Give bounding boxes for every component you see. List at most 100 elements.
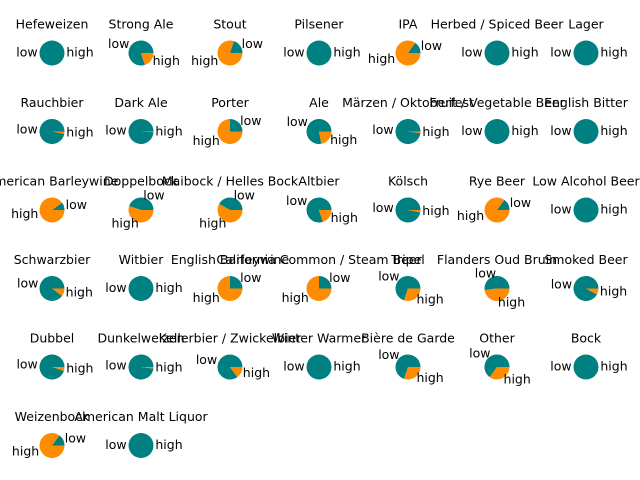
wedge-label: high (66, 361, 93, 376)
pie-wedge (141, 131, 154, 133)
pie-wedge (52, 131, 65, 134)
wedge-label: low (510, 195, 531, 210)
wedge-label: low (378, 268, 399, 283)
wedge-label: low (105, 280, 126, 295)
pie-title: Altbier (298, 174, 340, 189)
pie-wedge (319, 276, 332, 289)
pie-wedge (217, 40, 243, 66)
pie-wedge (484, 288, 510, 301)
pie-wedge (497, 199, 510, 210)
pie-title: Herbed / Spiced Beer (431, 17, 565, 32)
pie-wedge (129, 197, 154, 210)
wedge-label: low (105, 358, 126, 373)
pie-title: Bock (571, 331, 602, 346)
pie-wedge (404, 367, 421, 380)
wedge-label: high (600, 45, 627, 60)
pie-title: Maibock / Helles Bock (162, 174, 299, 189)
wedge-label: high (511, 123, 538, 138)
pie-wedge (484, 119, 510, 144)
wedge-label: low (550, 123, 571, 138)
pie-title: Other (479, 331, 515, 346)
wedge-label: low (65, 430, 86, 445)
pie-wedge (573, 119, 599, 144)
pie-wedge (573, 197, 599, 223)
pie-title: Schwarzbier (14, 252, 91, 267)
wedge-label: low (551, 276, 572, 291)
wedge-label: low (283, 359, 304, 374)
wedge-label: high (243, 365, 270, 380)
wedge-label: high (600, 284, 627, 299)
wedge-label: low (329, 270, 350, 285)
wedge-label: high (155, 437, 182, 452)
pie-title: California Common / Steam Beer (216, 252, 422, 267)
pie-wedge (52, 288, 65, 296)
wedge-label: low (475, 266, 496, 281)
pie-title: Low Alcohol Beer (532, 174, 640, 189)
pie-title: American Barleywine (0, 174, 119, 189)
wedge-label: low (240, 270, 261, 285)
wedge-label: high (11, 206, 38, 221)
pie-title: Rye Beer (469, 174, 526, 189)
wedge-label: low (461, 123, 482, 138)
wedge-label: high (457, 208, 484, 223)
pie-wedge (52, 435, 65, 446)
pie-title: Fruit / Vegetable Beer (429, 95, 565, 110)
pie-wedge (404, 288, 421, 301)
wedge-label: low (196, 352, 217, 367)
wedge-label: low (105, 437, 126, 452)
pie-wedge (39, 197, 65, 223)
pie-wedge (230, 41, 243, 53)
wedge-label: low (16, 356, 37, 371)
wedge-label: high (600, 123, 627, 138)
pie-wedge (319, 210, 332, 222)
wedge-label: low (461, 45, 482, 60)
wedge-label: low (240, 113, 261, 128)
wedge-label: high (282, 290, 309, 305)
pie-title: Winter Warmer (272, 331, 367, 346)
pie-title: American Malt Liquor (74, 409, 208, 424)
pie-title: Stout (213, 17, 246, 32)
pie-title: Hefeweizen (16, 17, 89, 32)
pie-wedge (128, 354, 154, 380)
pie-title: Kölsch (388, 174, 428, 189)
wedge-label: low (108, 36, 129, 51)
pie-wedge (408, 131, 421, 134)
pie-title: IPA (399, 17, 418, 32)
wedge-label: low (372, 200, 393, 215)
pie-wedge (489, 367, 510, 380)
wedge-label: high (199, 215, 226, 230)
pie-title: Rauchbier (20, 95, 84, 110)
wedge-label: high (600, 202, 627, 217)
pie-title: Porter (211, 95, 249, 110)
wedge-label: high (66, 45, 93, 60)
pie-title: Märzen / Oktoberfest (342, 95, 474, 110)
pie-wedge (395, 40, 421, 66)
pie-wedge (217, 119, 243, 144)
pie-wedge (39, 276, 65, 302)
wedge-label: high (193, 133, 220, 148)
wedge-label: high (511, 45, 538, 60)
pie-wedge (484, 276, 510, 291)
wedge-label: low (17, 276, 38, 291)
pie-wedge (395, 119, 421, 145)
pie-title: Ale (309, 95, 329, 110)
pie-wedge (39, 40, 65, 66)
pie-title: Pilsener (294, 17, 344, 32)
pie-wedge (230, 276, 243, 289)
pie-title: Witbier (119, 252, 165, 267)
pie-wedge (128, 118, 154, 144)
pie-wedge (395, 276, 421, 301)
pie-wedge (39, 432, 65, 458)
pie-wedge (484, 40, 510, 66)
pie-wedge (230, 119, 243, 132)
wedge-label: high (153, 53, 180, 68)
wedge-label: low (143, 187, 164, 202)
wedge-label: high (498, 294, 525, 309)
pie-wedge (219, 197, 243, 210)
pie-title: Doppelbock (104, 174, 179, 189)
pie-wedge (141, 53, 154, 65)
pie-wedge (52, 367, 65, 371)
pie-wedge (128, 276, 154, 301)
wedge-label: low (378, 347, 399, 362)
